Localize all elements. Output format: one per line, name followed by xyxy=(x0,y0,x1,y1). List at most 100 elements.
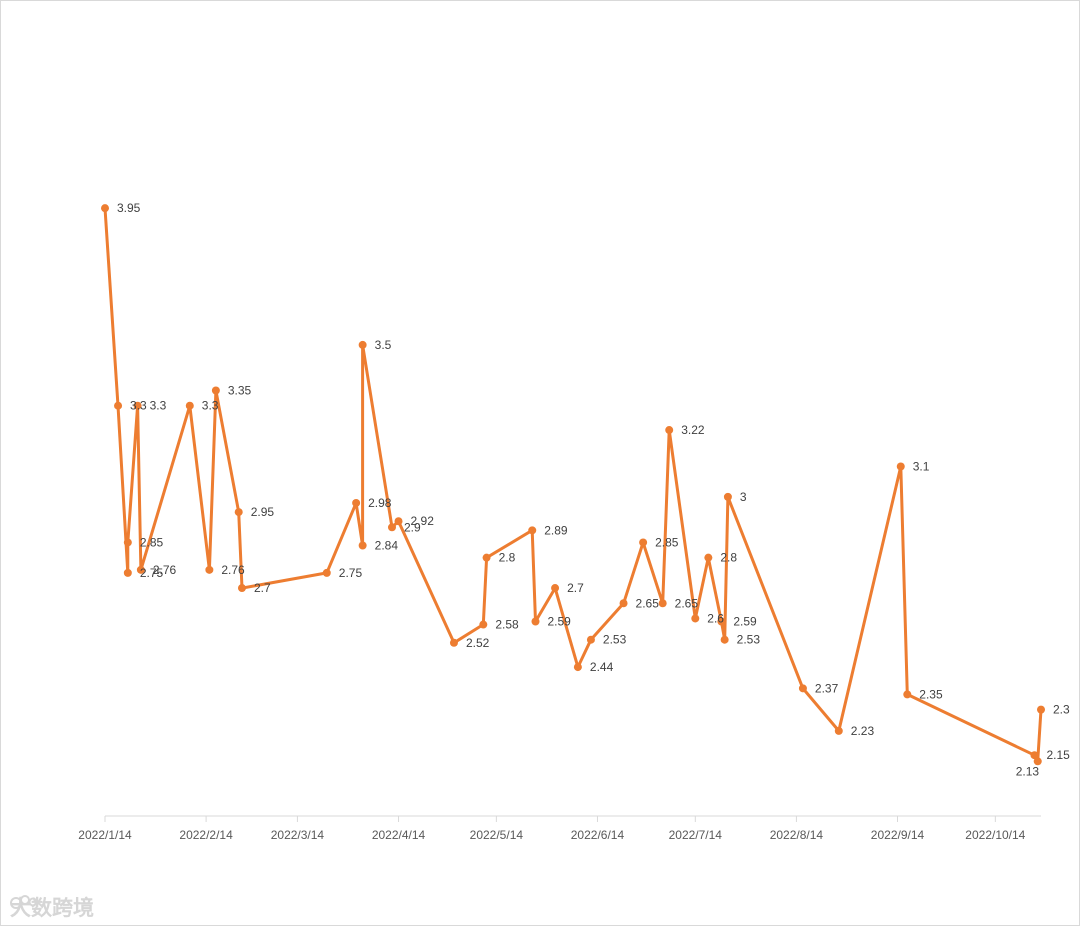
x-tick-label: 2022/5/14 xyxy=(470,828,524,842)
data-point xyxy=(896,462,905,471)
data-label: 2.53 xyxy=(737,633,761,647)
data-point xyxy=(482,553,491,562)
data-point xyxy=(123,568,132,577)
data-point xyxy=(551,584,560,593)
data-point xyxy=(1033,757,1042,766)
data-label: 3.1 xyxy=(913,459,930,473)
data-label: 2.58 xyxy=(495,618,519,632)
data-label: 2.65 xyxy=(675,596,699,610)
x-tick-label: 2022/1/14 xyxy=(78,828,132,842)
data-label: 2.85 xyxy=(655,535,679,549)
data-label: 2.75 xyxy=(339,566,363,580)
data-point xyxy=(479,620,488,629)
data-labels: 3.95 3.3 2.75 2.85 3.3 2.76 3.3 2.76 3.35 2.95 2.7… xyxy=(117,201,1070,778)
data-point xyxy=(798,684,807,693)
data-label: 2.8 xyxy=(499,551,516,565)
data-label: 2.7 xyxy=(567,581,584,595)
data-point xyxy=(639,538,648,547)
data-label: 2.44 xyxy=(590,660,614,674)
data-label: 2.53 xyxy=(603,633,627,647)
data-point xyxy=(573,663,582,672)
data-label: 3.35 xyxy=(228,384,252,398)
data-point xyxy=(723,492,732,501)
data-label: 2.65 xyxy=(636,596,660,610)
data-label: 3.95 xyxy=(117,201,141,215)
data-markers xyxy=(101,204,1045,766)
data-label: 2.35 xyxy=(919,687,943,701)
data-label: 2.76 xyxy=(153,563,177,577)
data-point xyxy=(665,426,674,435)
data-label: 2.84 xyxy=(375,539,399,553)
data-label: 2.7 xyxy=(254,581,271,595)
data-point xyxy=(101,204,109,213)
data-label: 2.95 xyxy=(251,505,275,519)
x-tick-label: 2022/6/14 xyxy=(571,828,625,842)
data-label: 2.8 xyxy=(720,551,737,565)
data-label: 3.22 xyxy=(681,423,705,437)
data-label: 3.3 xyxy=(130,399,147,413)
data-point xyxy=(449,638,458,647)
data-point xyxy=(237,584,246,593)
data-label: 2.15 xyxy=(1046,748,1070,762)
data-point xyxy=(234,508,243,517)
data-label: 3.3 xyxy=(150,399,167,413)
data-point xyxy=(358,541,367,550)
data-point xyxy=(114,401,123,410)
data-label: 2.52 xyxy=(466,636,490,650)
data-label: 2.13 xyxy=(1016,764,1040,778)
x-axis-tick-labels: 2022/1/14 2022/2/14 2022/3/14 2022/4/14 2022… xyxy=(78,828,1025,842)
data-point xyxy=(211,386,220,395)
data-label: 3.5 xyxy=(375,338,392,352)
data-label: 2.92 xyxy=(411,514,435,528)
watermark: 大数跨境 xyxy=(10,892,94,922)
x-tick-label: 2022/3/14 xyxy=(271,828,325,842)
data-point xyxy=(133,401,142,410)
watermark-text: 大数跨境 xyxy=(10,897,94,920)
data-label: 2.89 xyxy=(544,523,568,537)
data-label: 2.85 xyxy=(140,535,164,549)
data-point xyxy=(123,538,132,547)
data-point xyxy=(586,635,595,644)
series-line xyxy=(103,206,1043,763)
data-point xyxy=(619,599,628,608)
data-point xyxy=(834,726,843,735)
data-point xyxy=(322,568,331,577)
data-point xyxy=(528,526,537,535)
data-label: 2.59 xyxy=(547,614,571,628)
data-label: 2.59 xyxy=(733,614,757,628)
data-point xyxy=(531,617,540,626)
data-point xyxy=(1030,751,1039,760)
data-point xyxy=(387,523,396,532)
data-label: 2.3 xyxy=(1053,703,1070,717)
data-label: 2.75 xyxy=(140,566,164,580)
data-point xyxy=(205,565,214,574)
data-label: 3 xyxy=(740,490,747,504)
data-point xyxy=(394,517,403,526)
data-label: 2.6 xyxy=(707,611,724,625)
x-axis-ticks xyxy=(104,816,996,822)
x-tick-label: 2022/2/14 xyxy=(179,828,233,842)
data-point xyxy=(136,565,145,574)
data-label: 3.3 xyxy=(202,399,219,413)
data-point xyxy=(358,340,367,349)
data-point xyxy=(185,401,194,410)
data-point xyxy=(352,498,361,507)
data-point xyxy=(903,690,912,699)
data-point xyxy=(704,553,713,562)
x-tick-label: 2022/10/14 xyxy=(965,828,1025,842)
x-tick-label: 2022/4/14 xyxy=(372,828,426,842)
x-tick-label: 2022/7/14 xyxy=(669,828,723,842)
data-label: 2.9 xyxy=(404,520,421,534)
data-point xyxy=(658,599,667,608)
data-point xyxy=(1037,705,1045,714)
data-label: 2.98 xyxy=(368,496,392,510)
x-tick-label: 2022/9/14 xyxy=(871,828,925,842)
data-point xyxy=(720,635,729,644)
data-point xyxy=(691,614,700,623)
data-label: 2.37 xyxy=(815,681,839,695)
data-label: 2.23 xyxy=(851,724,875,738)
data-label: 2.76 xyxy=(221,563,245,577)
x-tick-label: 2022/8/14 xyxy=(770,828,824,842)
